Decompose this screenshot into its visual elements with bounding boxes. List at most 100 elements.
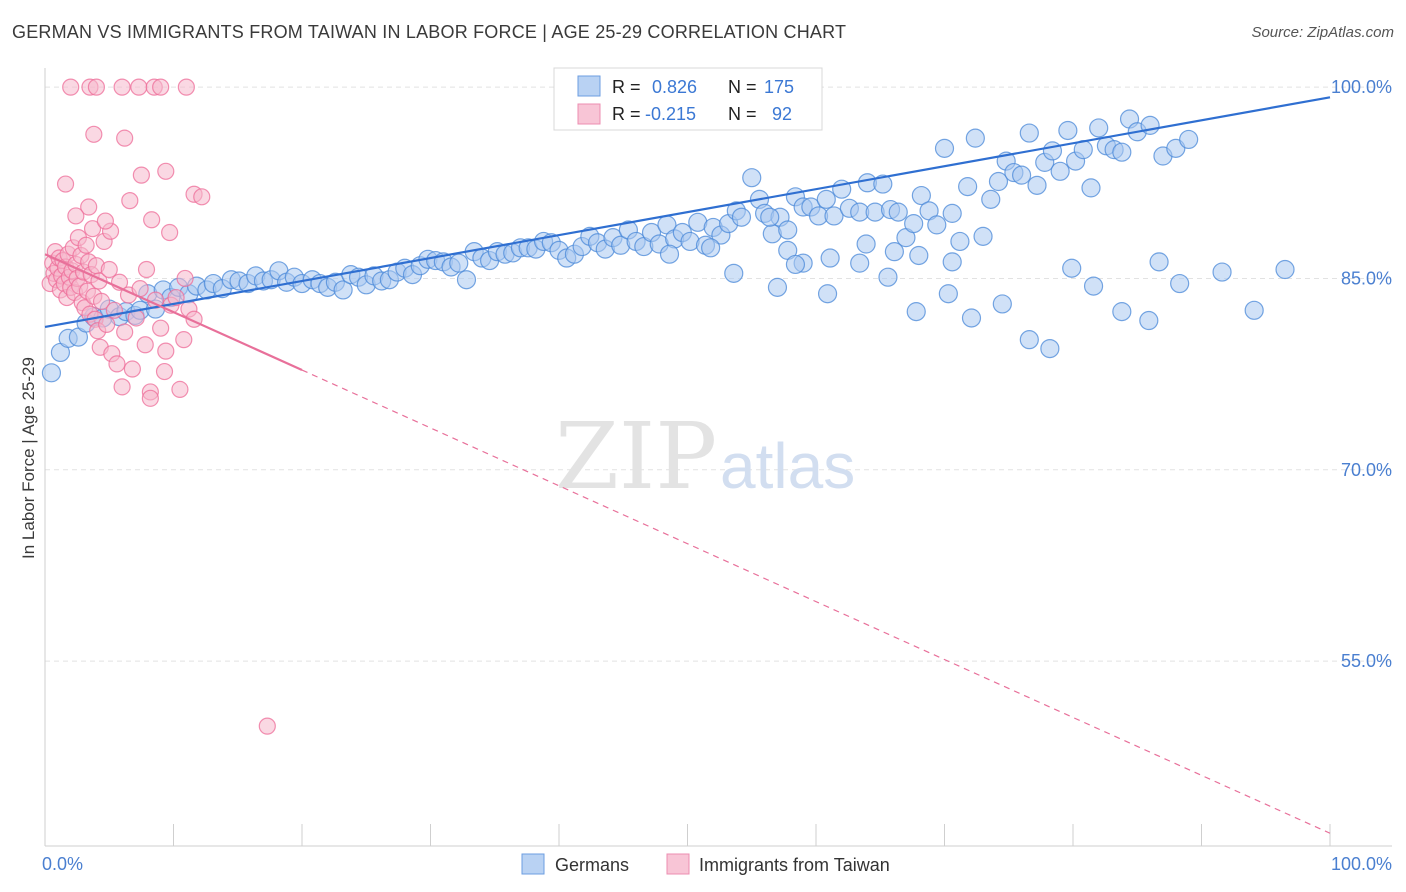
germans-point-166 <box>1244 300 1264 320</box>
germans-point-162 <box>1139 310 1159 331</box>
taiwan-point-71 <box>85 125 103 143</box>
germans-point-129 <box>1050 161 1070 181</box>
tick-labels: 100.0% 85.0% 70.0% 55.0% 0.0% 100.0% <box>42 77 1392 874</box>
taiwan-point-66 <box>113 78 131 96</box>
germans-point-164 <box>1170 273 1190 294</box>
taiwan-point-60 <box>175 331 193 349</box>
taiwan-point-56 <box>152 319 170 337</box>
y-tick-label-3: 55.0% <box>1341 651 1392 671</box>
taiwan-point-47 <box>113 378 131 396</box>
chart-title: GERMAN VS IMMIGRANTS FROM TAIWAN IN LABO… <box>12 22 847 42</box>
taiwan-point-81 <box>143 211 161 229</box>
taiwan-point-79 <box>80 198 98 216</box>
germans-point-154 <box>938 284 958 304</box>
germans-point-115 <box>942 203 962 223</box>
taiwan-point-39 <box>92 292 111 310</box>
germans-point-145 <box>701 238 721 258</box>
germans-point-160 <box>1083 276 1104 296</box>
germans-point-51 <box>449 253 469 273</box>
germans-point-171 <box>856 234 876 254</box>
germans-point-99 <box>816 189 836 209</box>
taiwan-point-89 <box>171 380 189 399</box>
stats-r-value-taiwan: -0.215 <box>645 104 696 124</box>
germans-point-146 <box>724 263 744 283</box>
germans-point-121 <box>988 171 1009 192</box>
germans-point-36 <box>333 280 353 300</box>
stats-n-value-germans: 175 <box>764 77 794 97</box>
bottom-legend-label-taiwan: Immigrants from Taiwan <box>699 855 890 875</box>
germans-point-165 <box>1212 262 1232 282</box>
germans-point-108 <box>888 202 908 222</box>
stats-r-value-germans: 0.826 <box>652 77 697 97</box>
germans-point-126 <box>1027 175 1047 195</box>
taiwan-trend-extension <box>301 369 1331 834</box>
bottom-legend-label-germans: Germans <box>555 855 629 875</box>
y-tick-label-2: 70.0% <box>1341 460 1392 480</box>
taiwan-point-59 <box>167 288 185 307</box>
bottom-legend-swatch-germans <box>521 853 545 875</box>
legend-swatch-taiwan <box>577 103 601 125</box>
germans-point-168 <box>767 277 788 297</box>
germans-point-120 <box>981 189 1001 209</box>
taiwan-point-78 <box>193 188 211 206</box>
germans-point-163 <box>1149 252 1169 272</box>
germans-point-128 <box>1042 141 1063 161</box>
x-tick-label-0: 0.0% <box>42 854 83 874</box>
stats-legend: R = 0.826 N = 175 R = -0.215 N = 92 <box>553 67 823 131</box>
axes <box>44 68 1392 847</box>
germans-point-172 <box>884 242 904 262</box>
taiwan-point-87 <box>141 389 159 407</box>
bottom-legend-swatch-taiwan <box>666 853 690 875</box>
germans-point-116 <box>950 231 970 252</box>
taiwan-point-48 <box>116 323 134 341</box>
taiwan-point-53 <box>136 336 154 354</box>
germans-point-118 <box>965 128 985 148</box>
germans-point-161 <box>1112 302 1132 322</box>
y-axis-label: In Labor Force | Age 25-29 <box>19 357 38 559</box>
germans-point-169 <box>785 254 806 275</box>
taiwan-point-88 <box>155 362 174 381</box>
stats-n-label-germans: N = <box>728 77 757 97</box>
germans-point-106 <box>873 174 893 194</box>
taiwan-point-45 <box>108 355 126 373</box>
germans-point-52 <box>456 270 477 290</box>
stats-r-label-taiwan: R = <box>612 104 641 124</box>
germans-point-167 <box>1275 259 1295 280</box>
taiwan-point-84 <box>96 212 114 230</box>
series-taiwan-points <box>41 78 276 735</box>
taiwan-trend-line <box>44 253 303 372</box>
germans-point-152 <box>878 267 898 287</box>
germans-point-155 <box>961 308 982 328</box>
germans-point-134 <box>1089 118 1109 138</box>
germans-point-150 <box>817 284 838 304</box>
watermark-zip: ZIP <box>555 403 717 510</box>
germans-point-156 <box>992 294 1012 314</box>
germans-point-0 <box>41 363 62 383</box>
taiwan-point-85 <box>137 260 156 279</box>
watermark-atlas: atlas <box>720 430 855 502</box>
taiwan-point-41 <box>98 315 116 333</box>
taiwan-point-86 <box>176 269 194 288</box>
germans-point-153 <box>906 302 926 322</box>
germans-point-143 <box>1179 129 1199 150</box>
germans-trend-line <box>44 96 1331 328</box>
y-tick-label-1: 85.0% <box>1341 268 1392 288</box>
stats-r-label-germans: R = <box>612 77 641 97</box>
taiwan-point-42 <box>100 260 118 279</box>
taiwan-point-32 <box>83 220 102 238</box>
zipatlas-watermark: ZIP atlas <box>555 403 855 510</box>
taiwan-point-27 <box>77 236 95 254</box>
germans-point-147 <box>760 207 780 227</box>
taiwan-point-90 <box>258 717 276 735</box>
germans-point-174 <box>942 252 962 272</box>
taiwan-point-50 <box>123 360 141 378</box>
taiwan-point-70 <box>177 78 195 96</box>
germans-point-89 <box>742 168 762 188</box>
germans-point-94 <box>778 220 798 240</box>
taiwan-point-82 <box>161 223 179 242</box>
x-tick-label-1: 100.0% <box>1331 854 1392 874</box>
taiwan-point-83 <box>67 207 85 225</box>
y-tick-label-0: 100.0% <box>1331 77 1392 97</box>
taiwan-point-75 <box>56 175 75 193</box>
